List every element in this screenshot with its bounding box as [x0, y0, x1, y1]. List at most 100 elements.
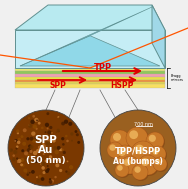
Circle shape — [15, 148, 18, 150]
Circle shape — [118, 148, 126, 156]
Circle shape — [126, 127, 148, 149]
Circle shape — [33, 125, 37, 129]
Circle shape — [25, 157, 29, 161]
Circle shape — [22, 142, 26, 146]
Text: TPP: TPP — [94, 63, 112, 71]
Text: HSPP: HSPP — [110, 81, 134, 90]
Circle shape — [115, 163, 129, 177]
Circle shape — [29, 172, 31, 174]
Circle shape — [152, 148, 159, 155]
Circle shape — [109, 144, 116, 151]
Circle shape — [31, 132, 36, 136]
Circle shape — [132, 142, 156, 166]
Circle shape — [41, 166, 45, 170]
Circle shape — [38, 122, 41, 125]
Circle shape — [131, 141, 155, 165]
Circle shape — [58, 159, 60, 161]
Circle shape — [20, 163, 23, 166]
Circle shape — [153, 157, 167, 171]
Circle shape — [36, 149, 40, 153]
Circle shape — [47, 128, 49, 129]
Circle shape — [55, 150, 59, 154]
Circle shape — [42, 144, 46, 148]
Circle shape — [139, 156, 159, 176]
Circle shape — [49, 178, 51, 180]
Circle shape — [34, 137, 37, 141]
Circle shape — [32, 115, 35, 118]
Circle shape — [28, 144, 32, 148]
Circle shape — [64, 120, 68, 124]
Circle shape — [61, 149, 64, 151]
Circle shape — [53, 146, 57, 150]
Circle shape — [21, 164, 24, 167]
Circle shape — [19, 158, 22, 161]
Circle shape — [69, 165, 73, 169]
Bar — [15, 84, 165, 88]
Circle shape — [113, 133, 121, 141]
Circle shape — [46, 112, 49, 115]
Circle shape — [45, 123, 49, 127]
Circle shape — [40, 163, 43, 165]
Circle shape — [27, 174, 29, 176]
Circle shape — [35, 159, 39, 163]
Circle shape — [129, 130, 138, 139]
Circle shape — [49, 180, 52, 184]
Circle shape — [68, 122, 72, 126]
Circle shape — [61, 137, 64, 140]
Circle shape — [71, 140, 73, 142]
Circle shape — [133, 165, 149, 181]
Circle shape — [28, 117, 30, 119]
Circle shape — [36, 119, 38, 121]
Circle shape — [24, 151, 28, 155]
Polygon shape — [20, 7, 152, 66]
Circle shape — [42, 153, 45, 155]
Circle shape — [39, 175, 42, 178]
Circle shape — [57, 129, 60, 132]
Circle shape — [57, 146, 61, 150]
Circle shape — [65, 170, 68, 173]
Circle shape — [42, 143, 44, 145]
Circle shape — [149, 135, 156, 142]
Circle shape — [27, 148, 30, 151]
Circle shape — [70, 132, 74, 136]
Circle shape — [28, 124, 30, 126]
Bar — [15, 80, 165, 82]
Circle shape — [18, 138, 21, 141]
Circle shape — [65, 135, 67, 137]
Circle shape — [54, 176, 57, 178]
Circle shape — [11, 149, 13, 151]
Circle shape — [52, 139, 56, 143]
Bar — [15, 71, 165, 74]
Circle shape — [58, 117, 60, 119]
Circle shape — [55, 131, 57, 133]
Circle shape — [60, 148, 63, 151]
Circle shape — [108, 143, 124, 159]
Circle shape — [45, 131, 46, 133]
Circle shape — [58, 130, 60, 132]
Circle shape — [61, 122, 65, 125]
Circle shape — [25, 171, 27, 173]
Circle shape — [150, 146, 166, 162]
Circle shape — [45, 169, 49, 173]
Circle shape — [66, 140, 69, 142]
Circle shape — [76, 133, 79, 136]
Circle shape — [117, 165, 123, 171]
Circle shape — [57, 116, 59, 118]
Circle shape — [41, 177, 44, 181]
Circle shape — [34, 118, 38, 122]
Circle shape — [67, 171, 70, 175]
Circle shape — [26, 159, 28, 161]
Circle shape — [155, 159, 161, 165]
Circle shape — [47, 130, 52, 135]
Circle shape — [17, 159, 21, 163]
Circle shape — [31, 170, 35, 174]
Circle shape — [23, 128, 27, 132]
Text: 700 nm: 700 nm — [133, 122, 152, 126]
Circle shape — [154, 158, 168, 172]
Circle shape — [116, 146, 136, 166]
Circle shape — [50, 179, 54, 183]
Circle shape — [77, 141, 80, 144]
Circle shape — [38, 146, 41, 149]
Bar — [15, 68, 165, 71]
Circle shape — [51, 132, 53, 134]
